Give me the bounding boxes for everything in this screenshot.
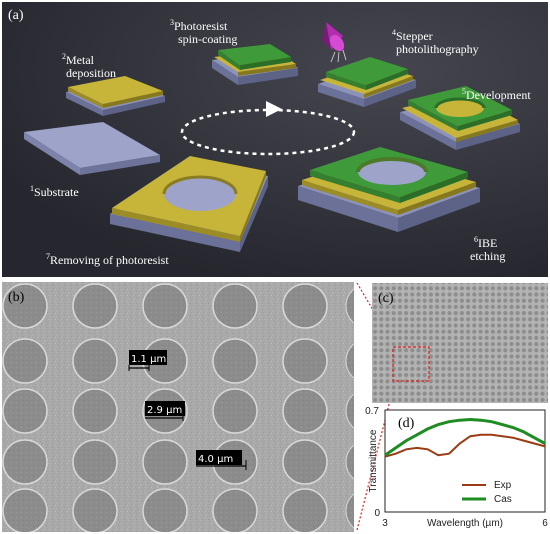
step-3-photoresist-plate xyxy=(212,44,298,85)
panel-a-label: (a) xyxy=(8,8,24,23)
sem-hole xyxy=(72,283,118,329)
y-tick-top: 0.7 xyxy=(365,406,379,417)
zoom-region-box xyxy=(392,346,430,382)
x-tick-right: 6 xyxy=(542,518,548,529)
sem-hole-array xyxy=(2,283,390,533)
step-5-label: 5Development xyxy=(462,87,531,102)
sem-hole xyxy=(212,488,258,532)
y-axis-label: Transmittance xyxy=(368,429,379,492)
step-4-stepper-plate xyxy=(318,57,416,107)
series-exp-line xyxy=(384,433,546,458)
legend-cas-label: Cas xyxy=(494,494,512,505)
step-7-label: 7Removing of photoresist xyxy=(46,252,169,267)
sem-hole xyxy=(346,489,390,533)
x-tick-left: 3 xyxy=(382,518,388,529)
sem-hole xyxy=(2,338,48,384)
scale-bar-3-label: 4.0 µm xyxy=(198,454,233,465)
scale-bar-3: 4.0 µm xyxy=(196,450,247,470)
x-axis-label: Wavelength (µm) xyxy=(427,518,503,529)
panel-c-label: (c) xyxy=(378,291,394,306)
scale-bar-1: 1.1 µm xyxy=(128,350,167,371)
series-cas-line xyxy=(384,417,546,457)
sem-hole xyxy=(2,488,48,532)
panel-a: (a) 1Substrate 2Metal deposition 3Photor… xyxy=(2,2,548,277)
step-2-label: 2Metal deposition xyxy=(62,52,116,80)
chart-series xyxy=(384,417,546,458)
step-2-metal-plate xyxy=(66,76,165,116)
sem-hole xyxy=(72,488,118,532)
zoom-line-bottom xyxy=(356,380,396,531)
sem-hole xyxy=(346,440,390,484)
step-4-label: 4Stepper photolithography xyxy=(392,28,479,56)
sem-hole xyxy=(72,388,118,434)
panel-b: (b) 1.1 µm 2.9 µm 4.0 µm xyxy=(2,282,390,533)
panel-d-label: (d) xyxy=(398,416,415,431)
process-cycle-ellipse xyxy=(180,108,356,156)
sem-hole xyxy=(212,338,258,384)
legend-exp-label: Exp xyxy=(494,480,512,491)
chart-frame xyxy=(384,409,546,513)
sem-hole xyxy=(142,439,188,485)
scale-bar-2-label: 2.9 µm xyxy=(147,405,182,416)
panel-d: (d) 0.7 0 3 6 Transmittance Wavelength (… xyxy=(365,406,548,529)
sem-hole xyxy=(282,338,328,384)
sem-hole xyxy=(2,439,48,485)
panel-c: (c) xyxy=(372,283,548,403)
sem-hole xyxy=(212,283,258,329)
sem-hole xyxy=(346,389,390,433)
step-7-removing-plate xyxy=(110,156,268,252)
step-6-label: 6IBE etching xyxy=(470,235,505,263)
y-tick-bottom: 0 xyxy=(374,508,380,519)
sem-hole xyxy=(282,388,328,434)
scale-bar-1-label: 1.1 µm xyxy=(131,354,166,365)
cycle-arrow-icon xyxy=(266,101,282,117)
step-5-development-plate xyxy=(400,86,520,150)
sem-hole xyxy=(212,388,258,434)
sem-hole xyxy=(72,338,118,384)
sem-hole xyxy=(142,488,188,532)
sem-hole xyxy=(72,439,118,485)
sem-hole xyxy=(282,488,328,532)
sem-hole xyxy=(346,339,390,383)
scale-bar-2: 2.9 µm xyxy=(145,401,185,421)
sem-hole xyxy=(2,388,48,434)
step-6-ibe-plate xyxy=(298,147,480,232)
sem-hole xyxy=(346,284,390,328)
step-3-label: 3Photoresist spin-coating xyxy=(170,18,237,46)
overview-image xyxy=(372,283,548,403)
sem-hole xyxy=(282,439,328,485)
step-1-substrate-plate xyxy=(24,122,160,175)
panel-b-label: (b) xyxy=(8,290,25,305)
step-1-label: 1Substrate xyxy=(30,184,79,199)
sem-hole xyxy=(282,283,328,329)
stepper-cone-icon xyxy=(322,22,347,63)
chart-legend: Exp Cas xyxy=(462,480,512,505)
sem-hole xyxy=(142,283,188,329)
sem-hole xyxy=(2,283,48,329)
